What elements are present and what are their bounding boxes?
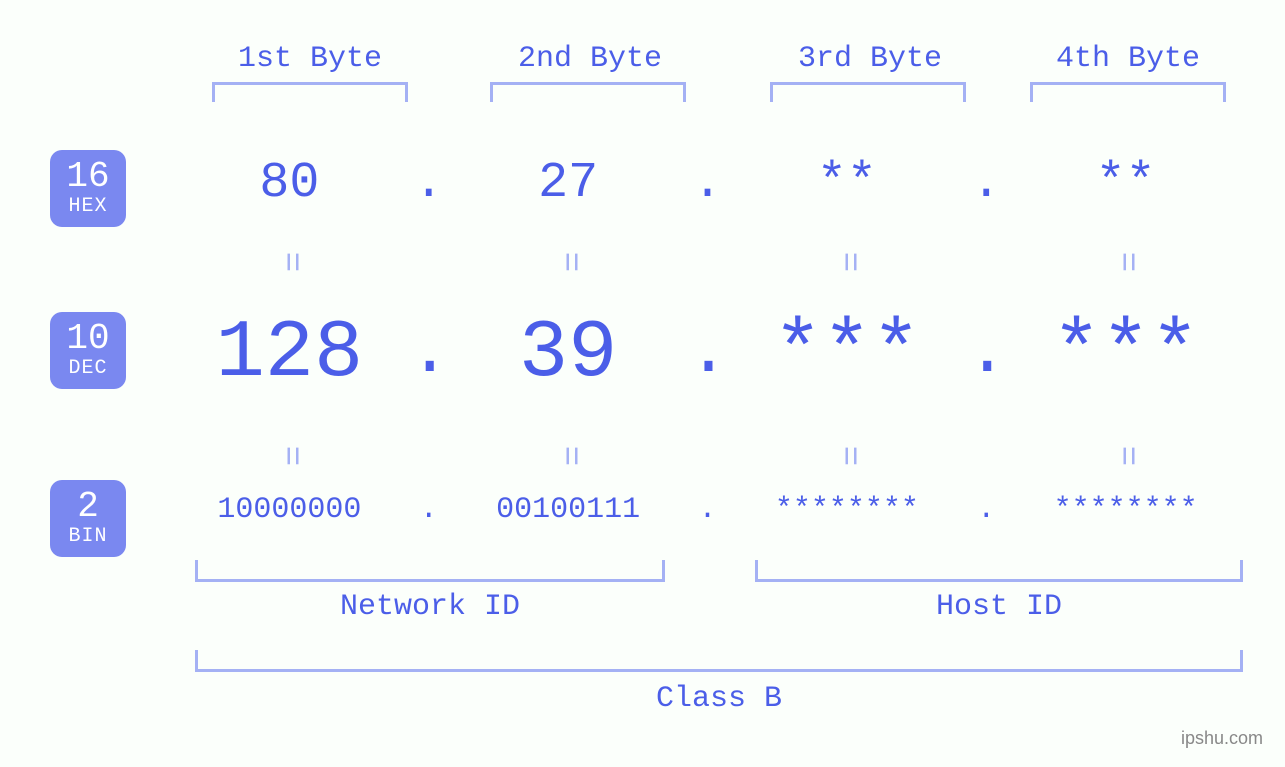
base-num-bin: 2 (50, 488, 126, 526)
row-bin: 10000000 . 00100111 . ******** . *******… (170, 493, 1245, 527)
base-badge-dec: 10 DEC (50, 312, 126, 389)
base-name-dec: DEC (50, 358, 126, 379)
equals-icon: = (549, 337, 587, 576)
byte-bracket-2 (490, 82, 686, 102)
bin-byte-1: 10000000 (170, 493, 409, 527)
byte-bracket-4 (1030, 82, 1226, 102)
bin-dot-2: . (688, 493, 728, 527)
equals-row-top: = = = = (170, 243, 1245, 281)
byte-header-2: 2nd Byte (490, 42, 690, 76)
equals-icon: = (828, 337, 866, 576)
bin-byte-2: 00100111 (449, 493, 688, 527)
host-bracket (755, 560, 1243, 582)
dec-dot-2: . (688, 314, 728, 393)
equals-icon: = (270, 337, 308, 576)
bin-byte-4: ******** (1006, 493, 1245, 527)
network-bracket (195, 560, 665, 582)
class-label: Class B (195, 682, 1243, 716)
base-badge-bin: 2 BIN (50, 480, 126, 557)
hex-dot-2: . (688, 155, 728, 212)
network-id-label: Network ID (195, 590, 665, 624)
hex-dot-3: . (966, 155, 1006, 212)
base-name-bin: BIN (50, 526, 126, 547)
base-badge-hex: 16 HEX (50, 150, 126, 227)
row-dec: 128 . 39 . *** . *** (170, 307, 1245, 400)
watermark: ipshu.com (1181, 728, 1263, 749)
byte-bracket-1 (212, 82, 408, 102)
bin-dot-3: . (966, 493, 1006, 527)
base-name-hex: HEX (50, 196, 126, 217)
dec-dot-1: . (409, 314, 449, 393)
class-bracket (195, 650, 1243, 672)
byte-bracket-3 (770, 82, 966, 102)
byte-header-3: 3rd Byte (770, 42, 970, 76)
byte-header-4: 4th Byte (1028, 42, 1228, 76)
dec-dot-3: . (966, 314, 1006, 393)
base-num-dec: 10 (50, 320, 126, 358)
bin-dot-1: . (409, 493, 449, 527)
host-id-label: Host ID (755, 590, 1243, 624)
byte-header-1: 1st Byte (210, 42, 410, 76)
equals-row-bottom: = = = = (170, 437, 1245, 475)
bin-byte-3: ******** (728, 493, 967, 527)
base-num-hex: 16 (50, 158, 126, 196)
row-hex: 80 . 27 . ** . ** (170, 155, 1245, 212)
hex-dot-1: . (409, 155, 449, 212)
ip-bytes-diagram: 1st Byte 2nd Byte 3rd Byte 4th Byte 16 H… (0, 0, 1285, 767)
equals-icon: = (1107, 337, 1145, 576)
